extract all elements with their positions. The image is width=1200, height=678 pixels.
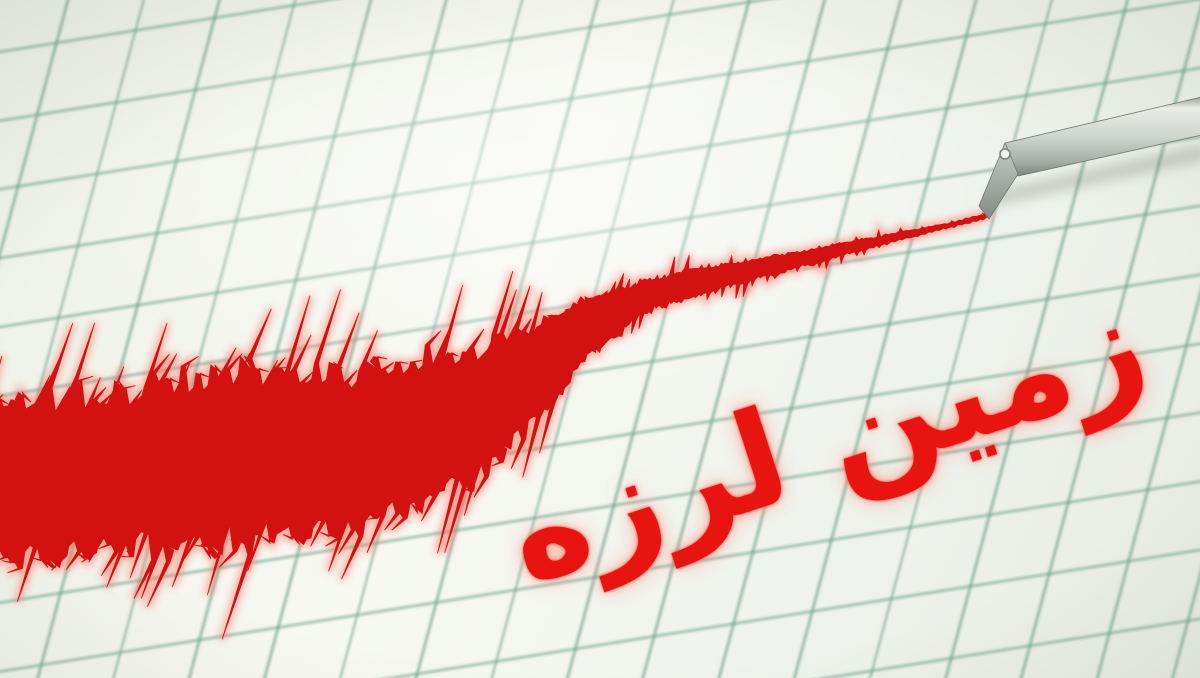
pen-shadow bbox=[988, 146, 1200, 205]
pen-pivot-hole bbox=[999, 148, 1011, 160]
recording-pen-arm bbox=[1004, 97, 1200, 177]
recording-pen-nib bbox=[978, 141, 1019, 220]
